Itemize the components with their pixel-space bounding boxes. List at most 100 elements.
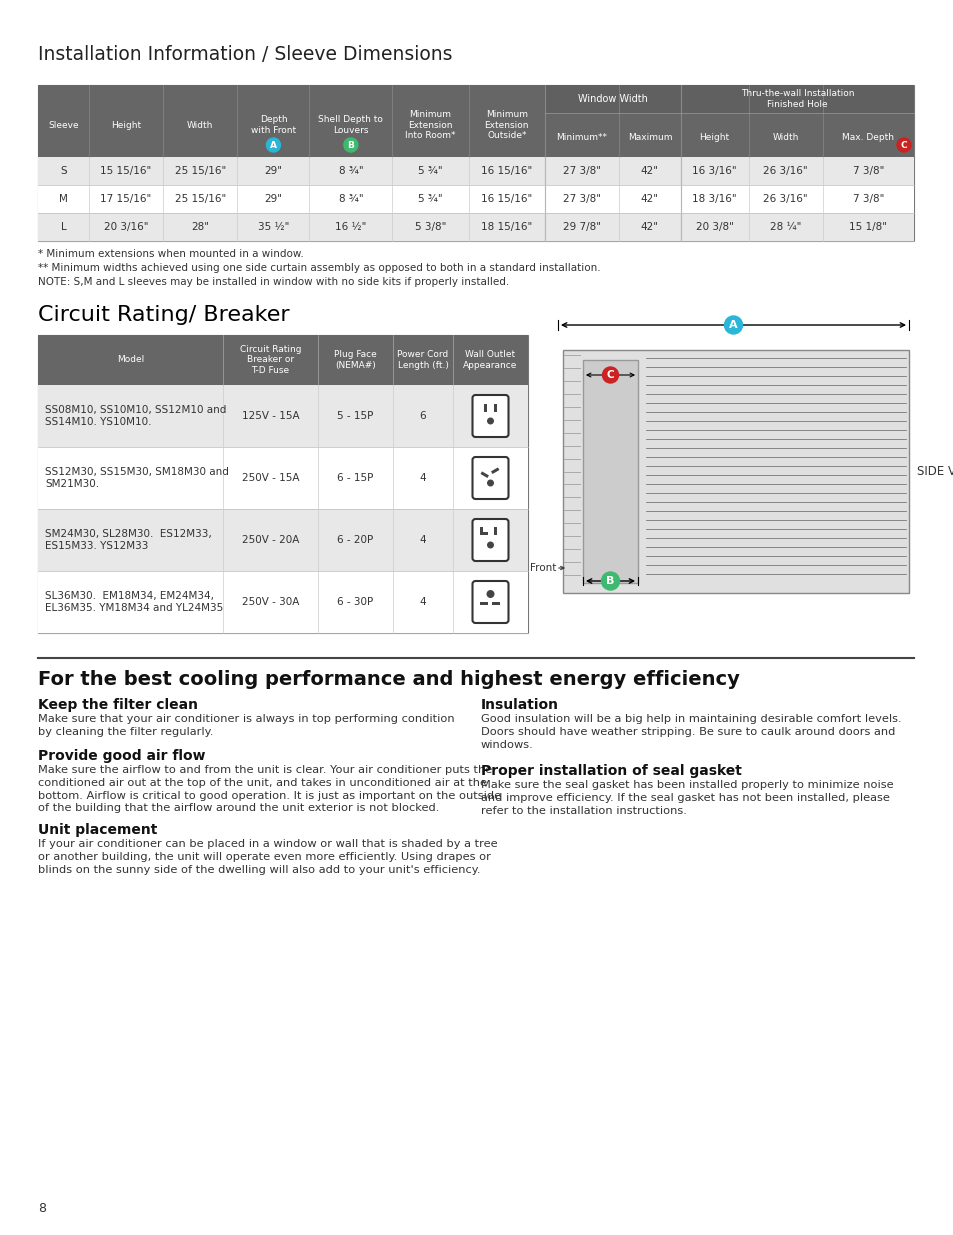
- Text: 4: 4: [419, 597, 426, 606]
- Bar: [492, 601, 500, 605]
- Text: 26 3/16": 26 3/16": [762, 194, 807, 204]
- Text: 42": 42": [640, 222, 659, 232]
- Text: For the best cooling performance and highest energy efficiency: For the best cooling performance and hig…: [38, 671, 740, 689]
- Text: Good insulation will be a big help in maintaining desirable comfort levels.
Door: Good insulation will be a big help in ma…: [480, 714, 901, 750]
- Text: 16 3/16": 16 3/16": [692, 165, 736, 177]
- Text: 28": 28": [191, 222, 209, 232]
- Text: Depth
with Front: Depth with Front: [251, 115, 295, 135]
- Circle shape: [486, 417, 494, 425]
- Text: If your air conditioner can be placed in a window or wall that is shaded by a tr: If your air conditioner can be placed in…: [38, 839, 497, 874]
- Text: 6: 6: [419, 411, 426, 421]
- Bar: [480, 532, 488, 535]
- Bar: [38, 385, 527, 447]
- Text: SL36M30.  EM18M34, EM24M34,
EL36M35. YM18M34 and YL24M35: SL36M30. EM18M34, EM24M34, EL36M35. YM18…: [45, 590, 223, 614]
- Circle shape: [601, 572, 618, 590]
- Text: NOTE: S,M and L sleeves may be installed in window with no side kits if properly: NOTE: S,M and L sleeves may be installed…: [38, 277, 509, 287]
- Text: 250V - 20A: 250V - 20A: [241, 535, 299, 545]
- Text: Wall Outlet
Appearance: Wall Outlet Appearance: [463, 351, 517, 369]
- Circle shape: [896, 138, 910, 152]
- FancyBboxPatch shape: [472, 457, 508, 499]
- Circle shape: [343, 138, 357, 152]
- Circle shape: [486, 590, 494, 598]
- Text: SM24M30, SL28M30.  ES12M33,
ES15M33. YS12M33: SM24M30, SL28M30. ES12M33, ES15M33. YS12…: [45, 529, 212, 551]
- Bar: [494, 527, 497, 535]
- Text: B: B: [347, 141, 354, 149]
- Text: SS12M30, SS15M30, SM18M30 and
SM21M30.: SS12M30, SS15M30, SM18M30 and SM21M30.: [45, 467, 229, 489]
- Text: 18 3/16": 18 3/16": [692, 194, 736, 204]
- Text: 15 15/16": 15 15/16": [100, 165, 152, 177]
- Text: 16 15/16": 16 15/16": [480, 194, 532, 204]
- Bar: [38, 185, 913, 212]
- Text: Minimum
Extension
Into Room*: Minimum Extension Into Room*: [405, 110, 456, 140]
- Text: 16 ½": 16 ½": [335, 222, 366, 232]
- Bar: [544, 85, 680, 112]
- Bar: [38, 335, 527, 385]
- Text: 20 3/8": 20 3/8": [695, 222, 733, 232]
- Text: Make sure the seal gasket has been installed properly to minimize noise
and impr: Make sure the seal gasket has been insta…: [480, 781, 893, 816]
- Text: 15 1/8": 15 1/8": [848, 222, 886, 232]
- Text: 8 ¾": 8 ¾": [338, 194, 363, 204]
- Text: 125V - 15A: 125V - 15A: [241, 411, 299, 421]
- Text: Front: Front: [529, 563, 556, 573]
- Bar: [38, 85, 913, 241]
- Text: 5 ¾": 5 ¾": [417, 165, 442, 177]
- FancyBboxPatch shape: [472, 580, 508, 622]
- Bar: [38, 212, 913, 241]
- Text: Maximum: Maximum: [627, 132, 672, 142]
- Text: 6 - 15P: 6 - 15P: [337, 473, 374, 483]
- Text: S: S: [60, 165, 67, 177]
- Text: Make sure the airflow to and from the unit is clear. Your air conditioner puts t: Make sure the airflow to and from the un…: [38, 764, 500, 814]
- Text: Sleeve: Sleeve: [48, 121, 79, 130]
- Text: 27 3/8": 27 3/8": [562, 165, 600, 177]
- Text: Installation Information / Sleeve Dimensions: Installation Information / Sleeve Dimens…: [38, 44, 452, 64]
- Text: SIDE VIEW: SIDE VIEW: [916, 466, 953, 478]
- Text: Circuit Rating/ Breaker: Circuit Rating/ Breaker: [38, 305, 290, 325]
- Text: Width: Width: [187, 121, 213, 130]
- Bar: [38, 85, 913, 157]
- Text: 29": 29": [264, 165, 282, 177]
- Text: 29 7/8": 29 7/8": [562, 222, 600, 232]
- Text: 4: 4: [419, 473, 426, 483]
- Text: Minimum
Extension
Outside*: Minimum Extension Outside*: [484, 110, 529, 140]
- Bar: [491, 467, 499, 474]
- Text: Unit placement: Unit placement: [38, 823, 157, 837]
- Text: 5 3/8": 5 3/8": [415, 222, 446, 232]
- Text: A: A: [728, 320, 737, 330]
- Text: Thru-the-wall Installation
Finished Hole: Thru-the-wall Installation Finished Hole: [740, 89, 853, 109]
- Circle shape: [486, 541, 494, 548]
- Text: 27 3/8": 27 3/8": [562, 194, 600, 204]
- Text: 25 15/16": 25 15/16": [174, 165, 226, 177]
- Text: 17 15/16": 17 15/16": [100, 194, 152, 204]
- Text: 7 3/8": 7 3/8": [852, 194, 883, 204]
- Text: Provide good air flow: Provide good air flow: [38, 748, 205, 763]
- Bar: [562, 350, 908, 593]
- Text: 29": 29": [264, 194, 282, 204]
- Text: 20 3/16": 20 3/16": [104, 222, 148, 232]
- Bar: [38, 157, 913, 185]
- Text: 26 3/16": 26 3/16": [762, 165, 807, 177]
- Bar: [38, 447, 527, 509]
- Bar: [38, 335, 527, 634]
- Circle shape: [266, 138, 280, 152]
- Text: 35 ½": 35 ½": [257, 222, 289, 232]
- Text: 42": 42": [640, 165, 659, 177]
- Text: ** Minimum widths achieved using one side curtain assembly as opposed to both in: ** Minimum widths achieved using one sid…: [38, 263, 600, 273]
- Text: C: C: [900, 141, 906, 149]
- Text: Insulation: Insulation: [480, 698, 558, 713]
- Text: Shell Depth to
Louvers: Shell Depth to Louvers: [318, 115, 383, 135]
- Text: 18 15/16": 18 15/16": [480, 222, 532, 232]
- Text: 6 - 30P: 6 - 30P: [337, 597, 374, 606]
- Bar: [480, 472, 489, 478]
- Text: Plug Face
(NEMA#): Plug Face (NEMA#): [334, 351, 376, 369]
- Text: Keep the filter clean: Keep the filter clean: [38, 698, 198, 713]
- Text: L: L: [60, 222, 67, 232]
- Bar: [483, 404, 486, 412]
- Text: Max. Depth: Max. Depth: [841, 132, 894, 142]
- Bar: [480, 527, 483, 535]
- Text: Power Cord
Length (ft.): Power Cord Length (ft.): [397, 351, 448, 369]
- Text: M: M: [59, 194, 68, 204]
- Text: 5 - 15P: 5 - 15P: [337, 411, 374, 421]
- Bar: [38, 509, 527, 571]
- Text: Proper installation of seal gasket: Proper installation of seal gasket: [480, 764, 741, 778]
- Text: SS08M10, SS10M10, SS12M10 and
SS14M10. YS10M10.: SS08M10, SS10M10, SS12M10 and SS14M10. Y…: [45, 405, 226, 427]
